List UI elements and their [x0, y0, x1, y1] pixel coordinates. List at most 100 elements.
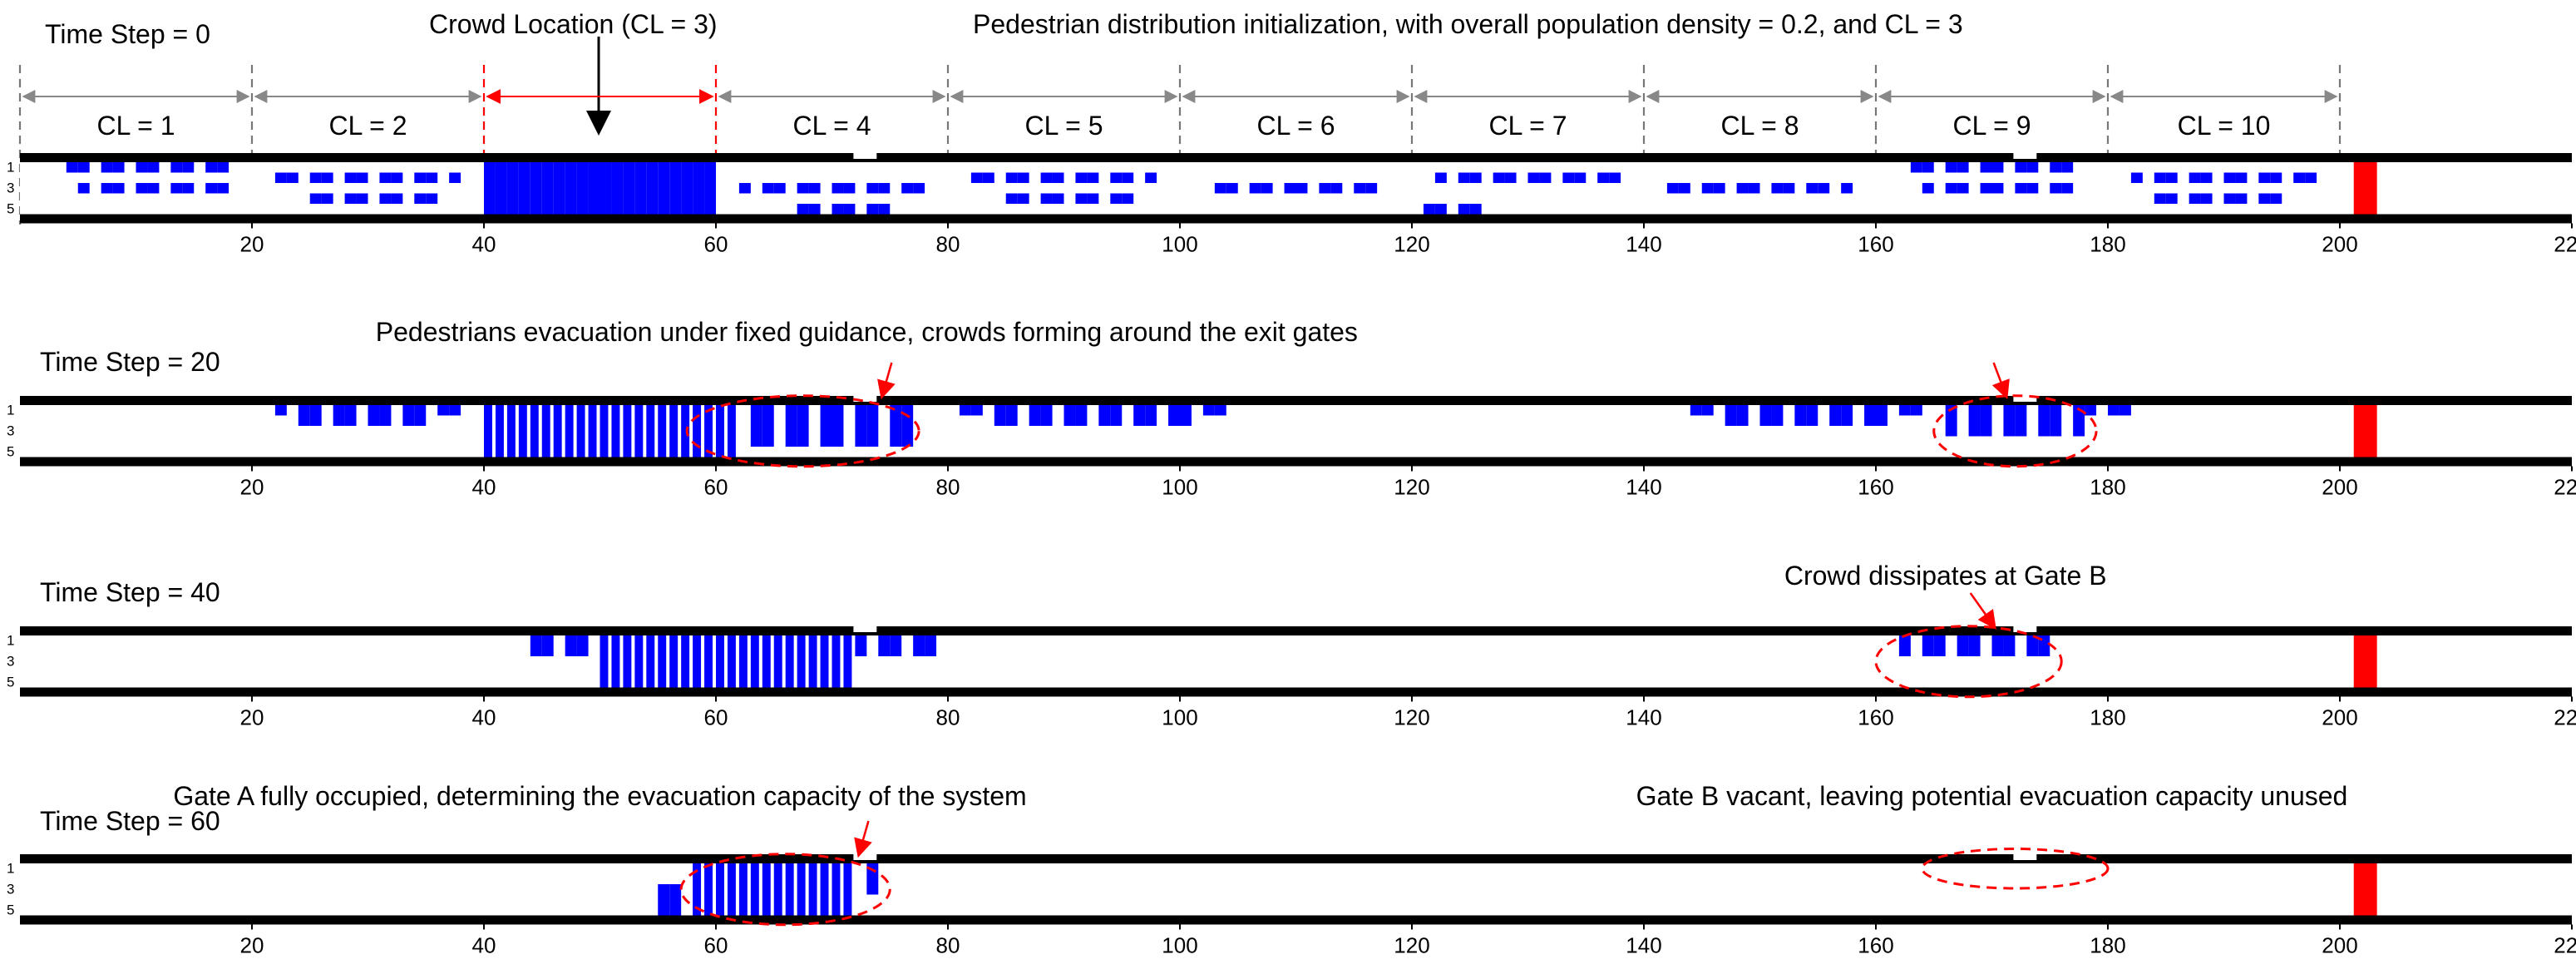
top-wall	[20, 854, 2572, 863]
pedestrian-cluster	[669, 635, 679, 688]
pedestrian	[1168, 415, 1180, 426]
pedestrian	[855, 415, 867, 426]
x-tick-label: 100	[1162, 933, 1197, 958]
pedestrian-cluster	[484, 405, 492, 457]
pedestrian	[2050, 405, 2062, 416]
pedestrian-cluster	[762, 863, 771, 916]
pedestrian	[866, 415, 879, 426]
pedestrian	[379, 405, 392, 416]
pedestrian	[1493, 172, 1505, 183]
pedestrian	[309, 172, 322, 183]
pedestrian	[762, 405, 774, 416]
pedestrian-cluster	[658, 162, 670, 215]
x-tick-label: 20	[240, 933, 264, 958]
pedestrian	[1075, 172, 1088, 183]
x-tick-label: 220	[2554, 705, 2576, 730]
pedestrian	[855, 426, 867, 437]
pedestrian	[1991, 162, 2004, 173]
pedestrian	[2003, 415, 2016, 426]
pedestrian	[414, 172, 427, 183]
pedestrian	[1597, 172, 1610, 183]
pedestrian	[1423, 204, 1435, 215]
pedestrian	[855, 436, 867, 447]
cl-label-2: CL = 2	[329, 111, 407, 141]
pedestrian	[1991, 645, 2004, 656]
x-tick-label: 100	[1162, 705, 1197, 730]
pedestrian	[832, 183, 844, 194]
pedestrian-cluster	[600, 635, 609, 688]
pedestrian	[274, 172, 287, 183]
pedestrian	[402, 415, 415, 426]
pedestrian	[855, 405, 867, 416]
pedestrian	[1110, 415, 1123, 426]
x-tick-label: 60	[704, 933, 728, 958]
pedestrian	[785, 415, 797, 426]
pedestrian	[959, 405, 971, 416]
pedestrian-cluster	[808, 635, 817, 688]
pedestrian	[901, 415, 914, 426]
pedestrian	[391, 193, 403, 204]
pedestrian	[1122, 193, 1134, 204]
pedestrian	[1806, 183, 1818, 194]
pedestrian	[1794, 405, 1807, 416]
x-tick-label: 200	[2322, 475, 2357, 500]
pedestrian	[970, 405, 983, 416]
pedestrian	[368, 415, 380, 426]
pedestrian	[1910, 162, 1922, 173]
pedestrian	[77, 162, 90, 173]
pedestrian	[658, 894, 670, 905]
pedestrian	[437, 405, 450, 416]
highlight-ellipse	[1932, 394, 2098, 468]
pedestrian	[1087, 172, 1099, 183]
pedestrian	[414, 193, 427, 204]
pedestrian-cluster	[843, 635, 852, 688]
pedestrian-cluster	[773, 863, 782, 916]
pedestrian-cluster	[832, 635, 841, 688]
pedestrian	[333, 405, 345, 416]
pedestrian-cluster	[704, 405, 713, 457]
gate-a	[853, 853, 877, 860]
pedestrian	[1736, 183, 1749, 194]
pedestrian	[1841, 415, 1853, 426]
pedestrian-cluster	[623, 635, 632, 688]
pedestrian	[1933, 645, 1946, 656]
pedestrian	[1110, 405, 1123, 416]
annotation-text: Pedestrians evacuation under fixed guida…	[376, 317, 1358, 347]
pedestrian	[890, 645, 902, 656]
pedestrian	[820, 436, 832, 447]
pedestrian	[2003, 405, 2016, 416]
pedestrian	[878, 635, 891, 646]
pedestrian-cluster	[693, 162, 705, 215]
pedestrian-cluster	[820, 863, 829, 916]
pedestrian	[1098, 405, 1111, 416]
pedestrian	[530, 645, 542, 656]
pedestrian	[298, 405, 310, 416]
pedestrian	[1945, 426, 1957, 437]
pedestrian	[901, 426, 914, 437]
cl-label-1: CL = 1	[97, 111, 175, 141]
pedestrian	[1261, 183, 1273, 194]
pedestrian	[820, 405, 832, 416]
pedestrian	[379, 415, 392, 426]
pedestrian	[1666, 183, 1679, 194]
pedestrian	[136, 183, 148, 194]
pedestrian-cluster	[658, 635, 667, 688]
panel-title: Time Step = 0	[45, 19, 210, 49]
pedestrian	[1771, 183, 1784, 194]
pedestrian	[344, 415, 357, 426]
panel-time-step-0: Time Step = 0 1 3 5 20 40 60 80 100 120 140 160 180 2…	[7, 19, 2576, 257]
annotation-arrow	[854, 820, 872, 858]
x-tick-label: 20	[240, 475, 264, 500]
pedestrian	[785, 426, 797, 437]
cl-label-6: CL = 6	[1257, 111, 1335, 141]
pedestrian	[669, 894, 682, 905]
pedestrian	[762, 183, 774, 194]
pedestrian	[2165, 172, 2178, 183]
pedestrian	[2119, 405, 2131, 416]
pedestrian	[1063, 415, 1076, 426]
pedestrian	[576, 635, 589, 646]
pedestrian-cluster	[669, 162, 682, 215]
pedestrian	[982, 172, 994, 183]
x-tick-label: 160	[1858, 475, 1893, 500]
